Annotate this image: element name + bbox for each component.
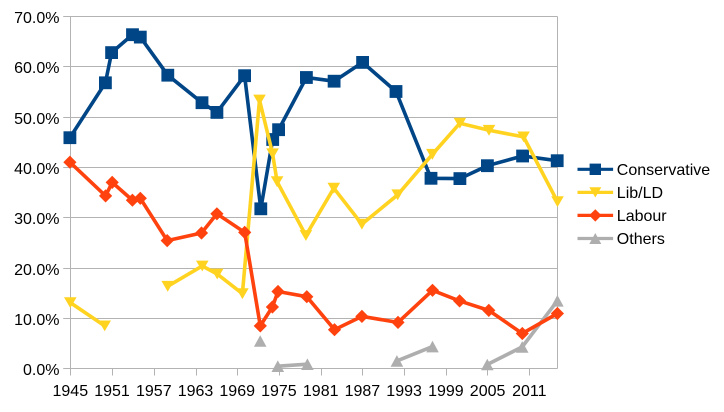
svg-text:70.0%: 70.0% bbox=[14, 10, 59, 27]
svg-text:0.0%: 0.0% bbox=[23, 362, 59, 379]
svg-text:1981: 1981 bbox=[303, 383, 339, 400]
svg-text:1993: 1993 bbox=[386, 383, 422, 400]
svg-text:30.0%: 30.0% bbox=[14, 211, 59, 228]
svg-text:Lib/LD: Lib/LD bbox=[617, 185, 663, 202]
svg-text:1957: 1957 bbox=[136, 383, 172, 400]
svg-text:40.0%: 40.0% bbox=[14, 161, 59, 178]
svg-text:2011: 2011 bbox=[512, 383, 547, 400]
svg-text:50.0%: 50.0% bbox=[14, 111, 59, 128]
svg-text:1975: 1975 bbox=[261, 383, 297, 400]
svg-text:1951: 1951 bbox=[94, 383, 130, 400]
svg-text:1999: 1999 bbox=[428, 383, 464, 400]
svg-text:Labour: Labour bbox=[617, 208, 667, 225]
svg-text:1945: 1945 bbox=[53, 383, 89, 400]
svg-text:Others: Others bbox=[617, 231, 665, 248]
svg-text:1987: 1987 bbox=[345, 383, 381, 400]
svg-text:Conservative: Conservative bbox=[617, 162, 710, 179]
svg-text:20.0%: 20.0% bbox=[14, 262, 59, 279]
svg-text:1969: 1969 bbox=[219, 383, 255, 400]
svg-text:1963: 1963 bbox=[178, 383, 214, 400]
svg-text:10.0%: 10.0% bbox=[14, 312, 59, 329]
svg-text:2005: 2005 bbox=[470, 383, 506, 400]
svg-text:60.0%: 60.0% bbox=[14, 60, 59, 77]
